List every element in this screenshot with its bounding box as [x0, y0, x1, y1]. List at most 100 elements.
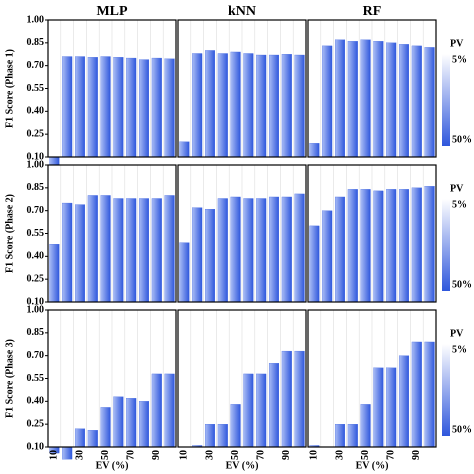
bar [151, 198, 162, 303]
bar [309, 225, 320, 303]
x-tick-label: 30 [74, 450, 85, 460]
bar [87, 57, 98, 158]
bar [322, 210, 333, 303]
bar [268, 54, 280, 158]
bar [49, 156, 60, 165]
bar [294, 350, 305, 448]
y-tick-label: 0.70 [27, 350, 45, 361]
column-title: RF [363, 4, 382, 19]
bar [138, 59, 150, 158]
bar [151, 373, 162, 448]
colorbar [442, 54, 450, 146]
bar [256, 54, 267, 158]
x-tick-label: 50 [360, 450, 371, 460]
column-title: MLP [96, 4, 128, 19]
bar [74, 56, 86, 158]
bar [49, 244, 60, 303]
bar [347, 424, 358, 448]
bar [386, 367, 397, 448]
panel-frame [177, 164, 307, 303]
legend-label: 5% [452, 344, 467, 355]
x-tick-label: 90 [281, 450, 292, 460]
x-tick-label: 10 [179, 450, 190, 460]
bar [386, 42, 397, 158]
bar [347, 41, 358, 158]
bar [256, 198, 267, 303]
bar [373, 367, 384, 448]
y-tick-label: 0.10 [27, 151, 45, 162]
y-tick-label: 0.55 [27, 373, 45, 384]
bar [347, 189, 358, 303]
bar [411, 45, 422, 158]
panel-frame [177, 309, 307, 448]
bar [243, 198, 254, 303]
panel-frame [307, 164, 437, 303]
bar [113, 57, 124, 158]
bar [360, 39, 371, 158]
legend-label: 50% [452, 279, 472, 290]
panel-frame [177, 19, 307, 158]
bar [268, 363, 280, 448]
bar [360, 404, 371, 448]
bar [386, 189, 397, 303]
y-tick-label: 0.70 [27, 205, 45, 216]
y-tick-label: 0.85 [27, 37, 45, 48]
bar [256, 373, 267, 448]
panel-frame [47, 309, 177, 448]
x-tick-label: 90 [411, 450, 422, 460]
bar [87, 195, 98, 303]
panel-frame [307, 309, 437, 448]
bar [334, 39, 346, 158]
bar [138, 401, 150, 448]
legend-title: PV [450, 183, 464, 194]
bar [217, 53, 228, 158]
bar [74, 428, 86, 448]
bar [113, 396, 124, 448]
x-tick-label: 50 [230, 450, 241, 460]
bar [281, 350, 292, 448]
bar [179, 242, 190, 303]
x-axis-label: EV (%) [226, 460, 259, 471]
bar [204, 50, 216, 158]
bar [217, 424, 228, 448]
bar [164, 58, 175, 158]
y-tick-label: 0.70 [27, 60, 45, 71]
bar [309, 143, 320, 158]
x-tick-label: 10 [49, 450, 60, 460]
bar [360, 189, 371, 303]
x-tick-label: 70 [385, 450, 396, 460]
bar [204, 208, 216, 303]
bar [100, 407, 111, 448]
y-tick-label: 0.55 [27, 228, 45, 239]
y-tick-label: 0.25 [27, 273, 45, 284]
bar [398, 44, 410, 158]
legend-title: PV [450, 38, 464, 49]
legend-label: 5% [452, 54, 467, 65]
bar [424, 186, 435, 303]
legend-label: 50% [452, 134, 472, 145]
legend-label: 50% [452, 424, 472, 435]
x-tick-label: 90 [151, 450, 162, 460]
y-tick-label: 0.10 [27, 441, 45, 452]
bar [294, 193, 305, 303]
bar [100, 56, 111, 158]
bar [243, 373, 254, 448]
bar [424, 47, 435, 158]
y-tick-label: 1.00 [27, 304, 45, 315]
bar [164, 195, 175, 303]
bar [192, 207, 203, 303]
y-tick-label: 0.25 [27, 128, 45, 139]
x-tick-label: 30 [204, 450, 215, 460]
y-tick-label: 0.55 [27, 83, 45, 94]
colorbar [442, 344, 450, 436]
bar [151, 57, 162, 158]
bar [268, 196, 280, 303]
bar [411, 187, 422, 303]
bar [411, 341, 422, 448]
bar [373, 190, 384, 303]
bar [126, 57, 137, 158]
y-tick-label: 0.40 [27, 251, 45, 262]
panel-frame [47, 19, 177, 158]
bar [334, 196, 346, 303]
bar [62, 202, 73, 303]
